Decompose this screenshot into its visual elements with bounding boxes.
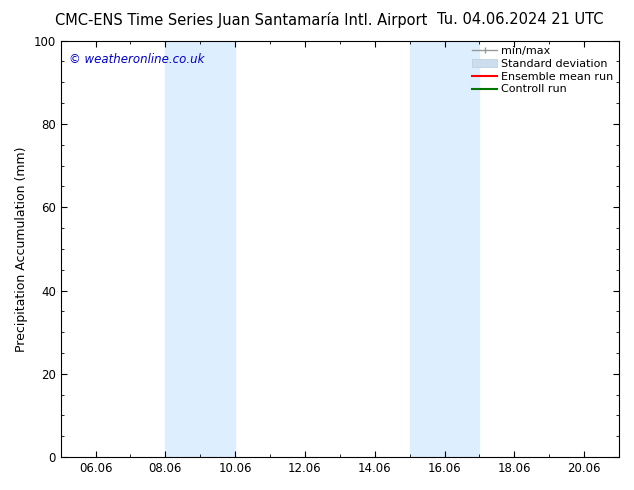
Y-axis label: Precipitation Accumulation (mm): Precipitation Accumulation (mm) [15, 146, 28, 352]
Text: Tu. 04.06.2024 21 UTC: Tu. 04.06.2024 21 UTC [437, 12, 603, 27]
Bar [410, 41, 479, 457]
Text: CMC-ENS Time Series Juan Santamaría Intl. Airport: CMC-ENS Time Series Juan Santamaría Intl… [55, 12, 427, 28]
Text: © weatheronline.co.uk: © weatheronline.co.uk [69, 53, 204, 66]
Bar [165, 41, 235, 457]
Legend: min/max, Standard deviation, Ensemble mean run, Controll run: min/max, Standard deviation, Ensemble me… [470, 44, 616, 97]
